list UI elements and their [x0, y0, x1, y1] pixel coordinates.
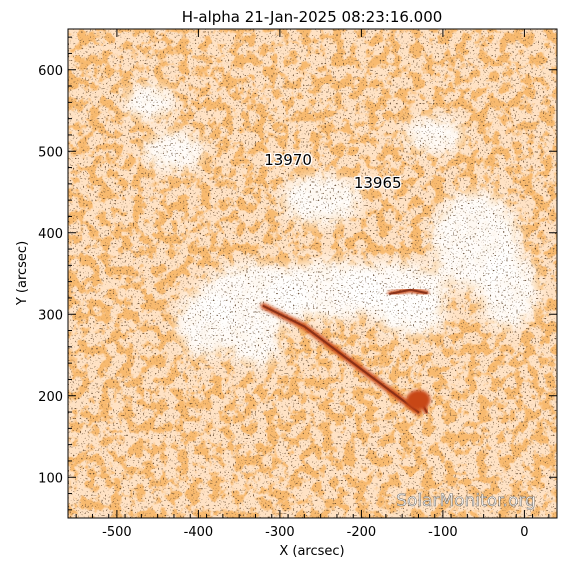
- y-tick-label: 500: [38, 145, 63, 160]
- y-axis: 100 200 300 400 500 600: [38, 36, 557, 511]
- x-tick-label: -500: [102, 525, 132, 540]
- speckle-texture: [68, 29, 557, 518]
- x-axis-label: X (arcsec): [279, 544, 344, 559]
- plot-area: [68, 29, 557, 518]
- filament-footpoint: [406, 389, 431, 410]
- y-tick-label: 100: [38, 471, 63, 486]
- y-tick-label: 600: [38, 64, 63, 79]
- x-axis: -500 -400 -300 -200 -100 0: [75, 29, 550, 540]
- filament-core-1: [262, 305, 420, 414]
- x-tick-label: -200: [347, 525, 377, 540]
- x-tick-label: -300: [265, 525, 295, 540]
- filament-core-2: [388, 288, 428, 295]
- filaments: [260, 287, 431, 416]
- y-axis-label: Y (arcsec): [15, 241, 30, 306]
- x-tick-label: 0: [520, 525, 528, 540]
- watermark: SolarMonitor.org: [396, 491, 536, 511]
- y-tick-label: 300: [38, 308, 63, 323]
- region-labels: 13970 13965: [263, 150, 403, 193]
- plot-frame: [67, 28, 558, 519]
- y-tick-label: 200: [38, 390, 63, 405]
- chart-title: H-alpha 21-Jan-2025 08:23:16.000: [182, 8, 443, 26]
- region-label: 13970: [264, 151, 312, 169]
- y-tick-label: 400: [38, 227, 63, 242]
- x-tick-label: -100: [428, 525, 458, 540]
- x-tick-label: -400: [184, 525, 214, 540]
- region-label: 13965: [354, 174, 402, 192]
